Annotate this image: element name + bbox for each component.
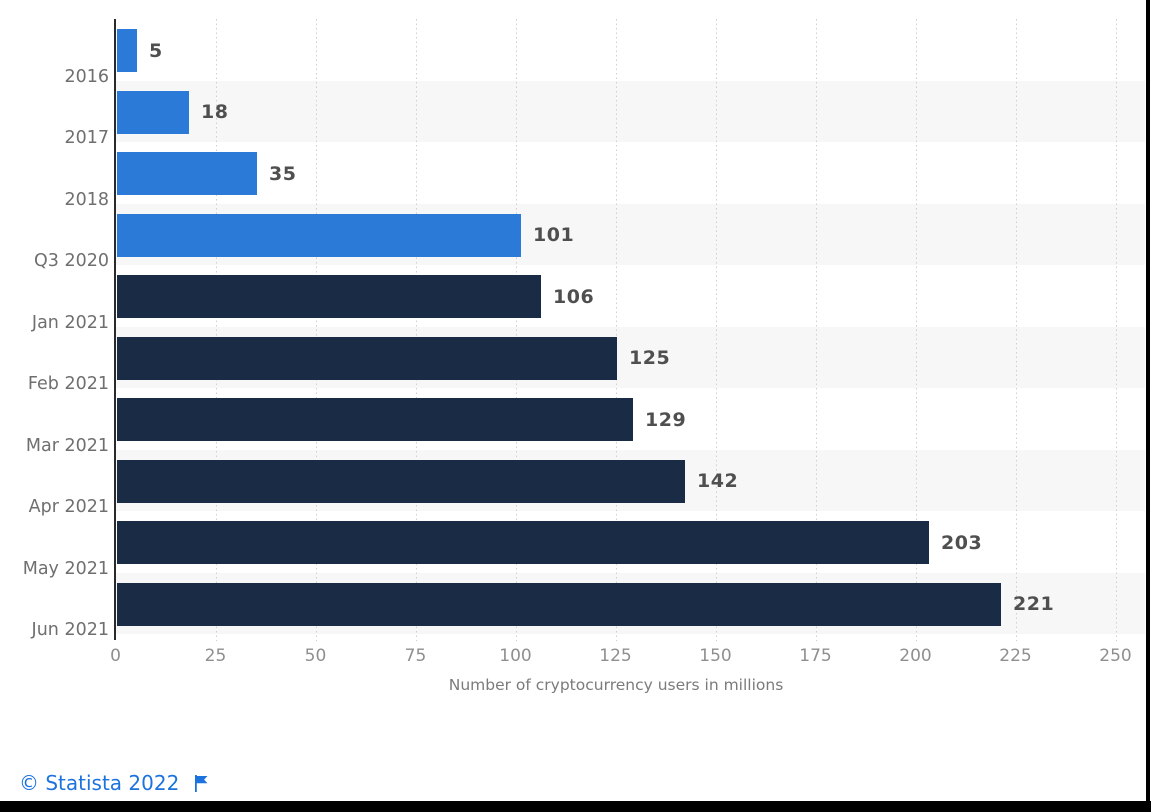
bar-value-label: 129 — [645, 408, 687, 431]
bar-value-label: 142 — [697, 470, 739, 492]
bar — [117, 398, 633, 441]
category-label: Q3 2020 — [33, 251, 109, 271]
category-label: Jan 2021 — [31, 312, 109, 333]
row-stripe — [116, 19, 1145, 81]
gridline — [1015, 19, 1017, 641]
category-label: Jun 2021 — [31, 620, 109, 640]
bar — [117, 152, 257, 195]
bar-value-label: 5 — [149, 39, 163, 62]
bar — [117, 336, 617, 380]
x-tick-label: 200 — [899, 646, 932, 666]
flag-icon[interactable] — [194, 774, 209, 792]
category-label: 2018 — [64, 189, 109, 210]
gridline — [1115, 19, 1117, 641]
category-label: Feb 2021 — [27, 374, 109, 394]
bar-value-label: 221 — [1013, 593, 1055, 615]
bar-value-label: 35 — [269, 162, 297, 185]
bar-value-label: 101 — [533, 224, 575, 246]
row-stripe — [116, 142, 1145, 204]
statista-attribution-link[interactable]: © Statista 2022 — [19, 771, 180, 795]
bar — [117, 275, 541, 318]
gridline — [715, 19, 717, 641]
gridline — [515, 19, 517, 641]
bar — [117, 521, 929, 564]
frame-bottom-border — [0, 801, 1151, 812]
x-tick-label: 175 — [799, 646, 832, 666]
category-label: May 2021 — [22, 558, 109, 579]
x-tick-label: 250 — [1099, 646, 1132, 666]
x-tick-label: 25 — [204, 646, 227, 666]
bar — [117, 459, 685, 503]
x-tick-label: 125 — [599, 646, 632, 666]
gridline — [215, 19, 217, 641]
bar — [117, 213, 521, 257]
bar — [117, 582, 1001, 626]
category-label: Apr 2021 — [28, 497, 109, 517]
bar — [117, 90, 189, 134]
x-tick-label: 225 — [999, 646, 1032, 666]
category-label: Mar 2021 — [25, 435, 109, 456]
gridline — [915, 19, 917, 641]
x-axis-title: Number of cryptocurrency users in millio… — [448, 676, 784, 694]
bar-value-label: 18 — [201, 101, 229, 123]
bar-value-label: 203 — [941, 531, 983, 554]
x-tick-label: 75 — [404, 646, 427, 666]
frame-right-border — [1146, 0, 1150, 812]
bar-value-label: 106 — [553, 285, 595, 308]
gridline — [815, 19, 817, 641]
attribution-bar: © Statista 2022 — [19, 771, 209, 795]
category-label: 2016 — [64, 66, 109, 87]
gridline — [615, 19, 617, 641]
y-axis-line — [114, 19, 116, 640]
gridline — [315, 19, 317, 641]
bar — [117, 29, 137, 72]
bar-value-label: 125 — [629, 347, 671, 369]
x-tick-label: 50 — [304, 646, 327, 666]
x-tick-label: 100 — [499, 646, 532, 666]
gridline — [415, 19, 417, 641]
x-tick-label: 0 — [110, 646, 121, 666]
row-stripe — [116, 80, 1145, 142]
x-tick-label: 150 — [699, 646, 732, 666]
category-label: 2017 — [64, 128, 109, 148]
